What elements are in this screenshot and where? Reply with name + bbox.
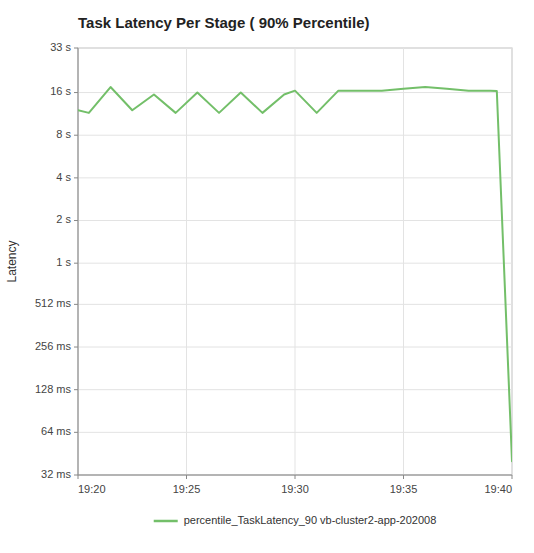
y-tick — [74, 304, 78, 305]
y-tick — [74, 263, 78, 264]
y-tick-label: 512 ms — [35, 297, 72, 309]
y-axis-label: Latency — [5, 240, 19, 282]
y-tick-label: 2 s — [56, 213, 71, 225]
x-grid-line — [295, 48, 296, 475]
axes: 33 s 16 s 8 s 4 s 2 s 1 s 512 ms 256 ms 128 ms 64… — [35, 41, 512, 495]
x-grid-line — [403, 48, 404, 475]
x-tick-label: 19:25 — [173, 483, 201, 495]
legend: percentile_TaskLatency_90 vb-cluster2-ap… — [154, 514, 437, 526]
series-group — [78, 87, 512, 461]
y-tick-label: 1 s — [56, 256, 71, 268]
plot-area — [78, 48, 512, 475]
y-tick-label: 4 s — [56, 171, 71, 183]
x-tick — [512, 475, 513, 479]
x-tick — [186, 475, 187, 479]
x-grid-line — [186, 48, 187, 475]
grid — [78, 48, 512, 475]
y-tick-label: 32 ms — [41, 468, 71, 480]
legend-swatch — [154, 520, 178, 523]
y-tick — [74, 432, 78, 433]
y-tick — [74, 389, 78, 390]
y-tick-label: 64 ms — [41, 425, 71, 437]
legend-label: percentile_TaskLatency_90 vb-cluster2-ap… — [184, 514, 437, 526]
title: Task Latency Per Stage ( 90% Percentile) — [78, 14, 370, 31]
x-tick-label: 19:30 — [281, 483, 309, 495]
x-grid-line — [512, 48, 513, 475]
x-axis-line — [78, 475, 512, 476]
x-tick — [78, 475, 79, 479]
line — [78, 87, 512, 461]
y-grid-line — [78, 475, 512, 476]
y-tick — [74, 92, 78, 93]
y-tick — [74, 347, 78, 348]
x-tick-label: 19:40 — [484, 483, 512, 495]
y-tick-label: 256 ms — [35, 340, 72, 352]
y-tick-label: 33 s — [50, 41, 71, 53]
y-tick — [74, 220, 78, 221]
y-tick-label: 16 s — [50, 85, 71, 97]
x-tick-label: 19:35 — [390, 483, 418, 495]
chart: 33 s 16 s 8 s 4 s 2 s 1 s 512 ms 256 ms 128 ms 64… — [0, 0, 534, 553]
y-tick — [74, 48, 78, 49]
y-tick-label: 8 s — [56, 128, 71, 140]
x-grid-line — [78, 48, 79, 475]
y-axis-line — [78, 48, 79, 475]
x-tick — [295, 475, 296, 479]
x-tick-label: 19:20 — [78, 483, 106, 495]
x-tick — [403, 475, 404, 479]
y-tick — [74, 475, 78, 476]
y-tick — [74, 135, 78, 136]
y-tick — [74, 177, 78, 178]
y-tick-label: 128 ms — [35, 383, 72, 395]
